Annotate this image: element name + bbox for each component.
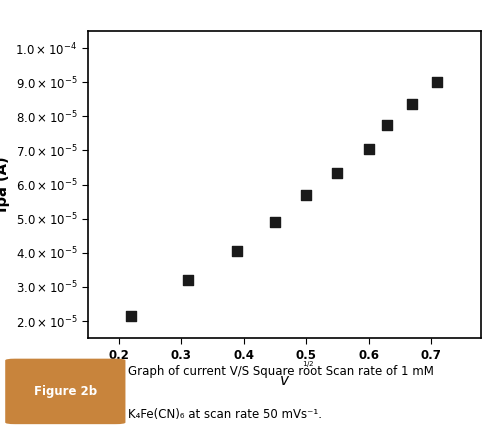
Point — [383, 121, 391, 128]
Text: Figure 2b: Figure 2b — [34, 385, 97, 398]
Point — [233, 248, 241, 255]
Point — [333, 169, 341, 176]
Text: $v$: $v$ — [279, 373, 290, 389]
Point — [271, 218, 279, 225]
Text: $^{1/2}$: $^{1/2}$ — [302, 361, 315, 371]
Y-axis label: Ipa (A): Ipa (A) — [0, 157, 10, 212]
Text: Graph of current V/S Square root Scan rate of 1 mM: Graph of current V/S Square root Scan ra… — [128, 365, 434, 378]
Point — [365, 145, 373, 152]
Point — [127, 312, 135, 320]
Point — [302, 191, 310, 198]
Point — [408, 101, 416, 108]
Point — [183, 277, 191, 284]
FancyBboxPatch shape — [5, 358, 125, 424]
Point — [433, 79, 441, 86]
Text: K₄Fe(CN)₆ at scan rate 50 mVs⁻¹.: K₄Fe(CN)₆ at scan rate 50 mVs⁻¹. — [128, 408, 322, 421]
